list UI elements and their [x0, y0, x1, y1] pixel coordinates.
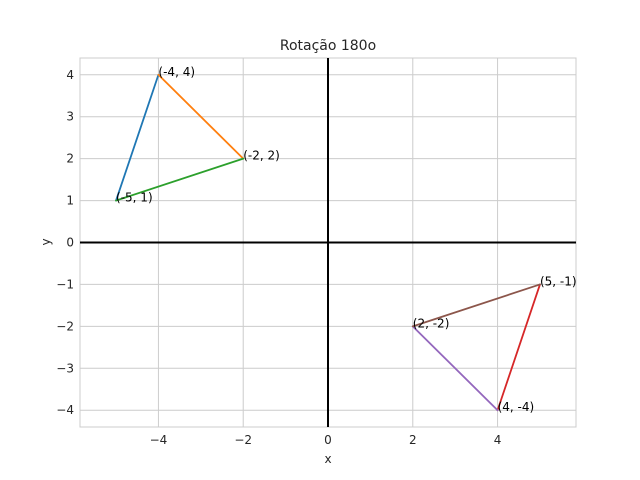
- y-tick-label: 1: [66, 194, 74, 208]
- x-tick-label: 0: [324, 433, 332, 447]
- triangle-edge: [115, 157, 245, 202]
- point-label: (5, -1): [540, 274, 577, 288]
- plot-area: −4 −2 0 2 4 −4 −3 −2 −1 0 1 2 3 4 (-4, 4) (-2, 2) (-5, 1…: [56, 57, 577, 447]
- point-label: (2, -2): [413, 316, 450, 330]
- y-axis-title: y: [39, 238, 53, 245]
- triangle-edge: [115, 73, 160, 202]
- x-tick-label: 4: [494, 433, 502, 447]
- triangle-edge: [496, 283, 541, 412]
- point-label: (4, -4): [498, 400, 535, 414]
- y-tick-label: −2: [56, 319, 74, 333]
- y-tick-label: 4: [66, 68, 74, 82]
- y-tick-label: 0: [66, 236, 74, 250]
- triangle-edge: [157, 73, 245, 160]
- triangle-edge: [411, 325, 499, 412]
- chart-title: Rotação 180o: [280, 38, 376, 54]
- point-label: (-2, 2): [243, 149, 280, 163]
- x-tick-label: −4: [150, 433, 168, 447]
- x-axis-title: x: [324, 452, 331, 466]
- y-tick-label: 2: [66, 152, 74, 166]
- y-tick-label: −3: [56, 361, 74, 375]
- x-tick-label: 2: [409, 433, 417, 447]
- y-tick-label: −4: [56, 403, 74, 417]
- x-tick-label: −2: [234, 433, 252, 447]
- y-tick-label: 3: [66, 110, 74, 124]
- point-label: (-4, 4): [158, 65, 195, 79]
- y-tick-label: −1: [56, 277, 74, 291]
- point-label: (-5, 1): [116, 191, 153, 205]
- triangle-edge: [411, 283, 541, 328]
